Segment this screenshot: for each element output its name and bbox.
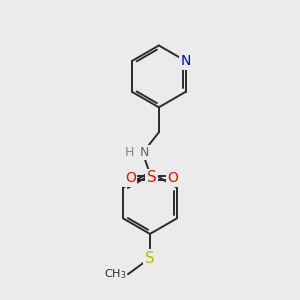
Text: O: O [167,171,178,185]
Text: S: S [147,170,156,185]
Text: S: S [145,250,155,266]
Text: CH$_3$: CH$_3$ [104,267,126,281]
Text: H: H [125,146,134,159]
Text: N: N [140,146,149,159]
Text: N: N [180,54,191,68]
Text: O: O [125,171,136,185]
